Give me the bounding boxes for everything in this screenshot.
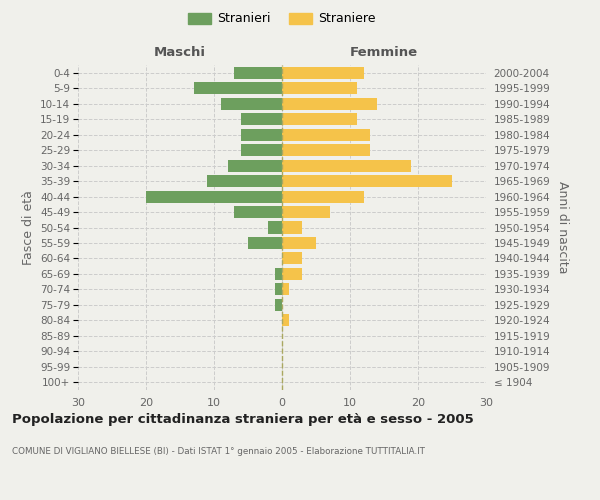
Bar xyxy=(282,206,329,218)
Text: Femmine: Femmine xyxy=(350,46,418,59)
Bar xyxy=(282,113,357,125)
Bar xyxy=(194,82,282,94)
Bar xyxy=(275,299,282,311)
Bar xyxy=(268,222,282,234)
Bar xyxy=(282,66,364,79)
Bar xyxy=(282,128,370,140)
Bar xyxy=(241,128,282,140)
Bar xyxy=(282,284,289,296)
Bar xyxy=(248,237,282,249)
Bar xyxy=(282,268,302,280)
Y-axis label: Anni di nascita: Anni di nascita xyxy=(556,181,569,274)
Bar xyxy=(282,144,370,156)
Bar xyxy=(282,82,357,94)
Bar xyxy=(282,252,302,264)
Bar xyxy=(282,98,377,110)
Bar xyxy=(282,222,302,234)
Bar xyxy=(282,175,452,187)
Bar xyxy=(241,144,282,156)
Text: Popolazione per cittadinanza straniera per età e sesso - 2005: Popolazione per cittadinanza straniera p… xyxy=(12,412,474,426)
Bar xyxy=(282,314,289,326)
Bar xyxy=(235,66,282,79)
Bar xyxy=(275,268,282,280)
Bar xyxy=(227,160,282,172)
Bar xyxy=(146,190,282,202)
Bar xyxy=(275,284,282,296)
Bar xyxy=(235,206,282,218)
Y-axis label: Fasce di età: Fasce di età xyxy=(22,190,35,265)
Bar xyxy=(207,175,282,187)
Bar xyxy=(241,113,282,125)
Text: Maschi: Maschi xyxy=(154,46,206,59)
Bar xyxy=(282,190,364,202)
Bar xyxy=(221,98,282,110)
Text: COMUNE DI VIGLIANO BIELLESE (BI) - Dati ISTAT 1° gennaio 2005 - Elaborazione TUT: COMUNE DI VIGLIANO BIELLESE (BI) - Dati … xyxy=(12,448,425,456)
Bar xyxy=(282,160,411,172)
Legend: Stranieri, Straniere: Stranieri, Straniere xyxy=(185,8,379,29)
Bar xyxy=(282,237,316,249)
